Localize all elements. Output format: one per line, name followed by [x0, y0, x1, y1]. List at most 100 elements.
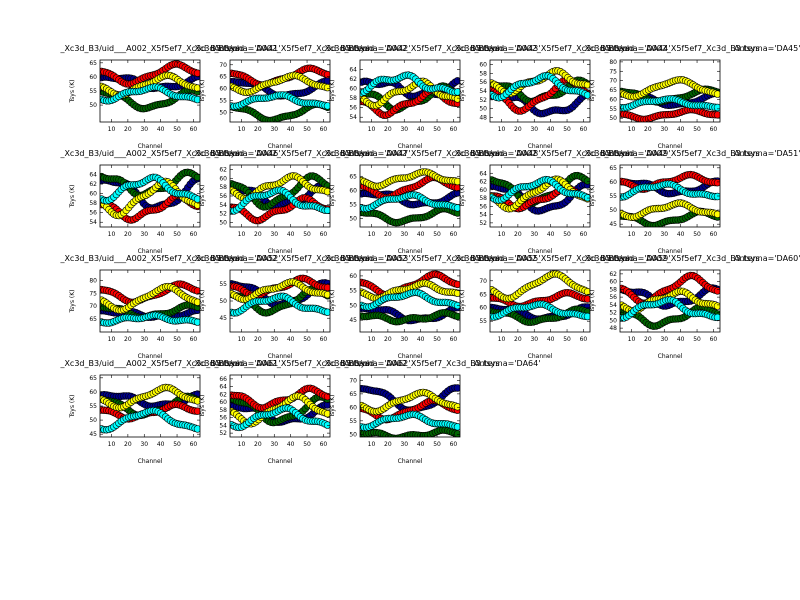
- y-tick-label: 75: [89, 290, 97, 297]
- y-tick-label: 70: [349, 377, 357, 384]
- data-point: [193, 407, 200, 415]
- x-tick-label: 40: [417, 231, 425, 238]
- x-tick-label: 10: [368, 126, 376, 133]
- y-tick-label: 52: [219, 430, 227, 437]
- subplot-6: _Xc3d_B3/uid___A002_X5f5ef7_Xc3d_B3.tsys…: [59, 149, 280, 255]
- data-points: [230, 64, 330, 122]
- x-tick-label: 40: [677, 126, 685, 133]
- data-point: [583, 295, 590, 303]
- y-tick-label: 58: [89, 200, 97, 207]
- y-axis-label: Tsys (K): [589, 80, 596, 104]
- y-tick-label: 58: [609, 286, 617, 293]
- x-axis-label: Channel: [398, 143, 423, 150]
- y-tick-label: 55: [349, 418, 357, 425]
- data-point: [323, 102, 330, 110]
- x-tick-label: 40: [677, 336, 685, 343]
- y-tick-label: 56: [609, 294, 617, 301]
- y-axis-label: Tsys (K): [329, 80, 336, 104]
- series-4: [230, 71, 330, 97]
- x-tick-label: 50: [563, 336, 571, 343]
- series-2: [360, 309, 460, 326]
- y-tick-label: 58: [219, 184, 227, 191]
- x-tick-label: 40: [677, 231, 685, 238]
- x-tick-label: 30: [660, 231, 668, 238]
- x-tick-label: 10: [108, 231, 116, 238]
- x-tick-label: 50: [173, 231, 181, 238]
- subplot-title: _Xc3d_B3/uid___A002_X5f5ef7_Xc3d_B3.tsys: [579, 44, 759, 53]
- x-tick-label: 20: [124, 441, 132, 448]
- series-5: [360, 410, 460, 432]
- data-point: [713, 210, 720, 218]
- y-tick-label: 50: [89, 102, 97, 109]
- data-point: [193, 397, 200, 405]
- x-tick-label: 10: [238, 231, 246, 238]
- data-points: [100, 383, 200, 434]
- data-point: [713, 179, 720, 187]
- subplot-title: _Xc3d_B3/uid___A002_X5f5ef7_Xc3d_B3.tsys: [449, 254, 629, 263]
- y-axis-label: Tsys (K): [69, 290, 76, 314]
- data-point: [323, 83, 330, 92]
- x-tick-label: 60: [190, 231, 198, 238]
- axes-frame: [489, 164, 591, 228]
- x-tick-label: 50: [173, 336, 181, 343]
- subplot-title: _Xc3d_B3/uid___A002_X5f5ef7_Xc3d_B3.tsys: [189, 359, 369, 368]
- x-tick-label: 50: [693, 231, 701, 238]
- series-5: [100, 173, 200, 205]
- subplot-7: _Xc3d_B3/uid___A002_X5f5ef7_Xc3d_B3.tsys…: [189, 149, 410, 255]
- x-tick-label: 60: [320, 336, 328, 343]
- x-tick-label: 20: [384, 336, 392, 343]
- x-tick-label: 60: [190, 336, 198, 343]
- y-axis-label: Tsys (K): [199, 80, 206, 104]
- x-tick-label: 50: [563, 231, 571, 238]
- x-axis-label: Channel: [268, 143, 293, 150]
- y-tick-label: 64: [89, 172, 97, 179]
- x-tick-label: 20: [254, 231, 262, 238]
- x-tick-label: 10: [368, 441, 376, 448]
- subplot-antenna-label: Antenna='DA49': [604, 149, 670, 158]
- data-point: [193, 318, 200, 326]
- y-axis-label: Tsys (K): [459, 290, 466, 314]
- data-point: [453, 289, 460, 297]
- x-tick-label: 40: [287, 336, 295, 343]
- x-tick-label: 40: [157, 231, 165, 238]
- y-tick-label: 54: [89, 219, 97, 226]
- y-tick-label: 60: [89, 74, 97, 81]
- x-tick-label: 40: [287, 441, 295, 448]
- x-tick-label: 30: [660, 126, 668, 133]
- data-point: [583, 312, 590, 321]
- y-tick-label: 50: [349, 216, 357, 223]
- data-point: [193, 84, 200, 92]
- data-point: [453, 384, 460, 392]
- y-tick-label: 50: [349, 431, 357, 438]
- y-tick-label: 60: [219, 175, 227, 182]
- data-points: [230, 172, 330, 225]
- subplot-antenna-label: Antenna='DA51': [734, 149, 800, 158]
- y-tick-label: 60: [479, 61, 487, 68]
- y-tick-label: 65: [349, 173, 357, 180]
- x-tick-label: 50: [303, 441, 311, 448]
- x-axis-label: Channel: [268, 458, 293, 465]
- y-axis-label: Tsys (K): [199, 290, 206, 314]
- series-5: [490, 300, 590, 321]
- y-tick-label: 62: [609, 271, 617, 278]
- x-tick-label: 60: [190, 441, 198, 448]
- subplot-antenna-label: Antenna='DA60': [734, 254, 800, 263]
- y-tick-label: 56: [479, 79, 487, 86]
- x-axis-label: Channel: [268, 353, 293, 360]
- y-tick-label: 54: [219, 422, 227, 429]
- subplot-title: _Xc3d_B3/uid___A002_X5f5ef7_Xc3d_B3.tsys: [59, 149, 239, 158]
- x-tick-label: 40: [547, 336, 555, 343]
- subplot-antenna-label: Antenna='DA61': [214, 359, 280, 368]
- x-tick-label: 20: [644, 231, 652, 238]
- y-tick-label: 60: [89, 191, 97, 198]
- y-tick-label: 80: [89, 277, 97, 284]
- y-tick-label: 54: [479, 212, 487, 219]
- subplot-title: _Xc3d_B3/uid___A002_X5f5ef7_Xc3d_B3.tsys: [319, 254, 499, 263]
- subplot-title: _Xc3d_B3/uid___A002_X5f5ef7_Xc3d_B3.tsys: [319, 149, 499, 158]
- y-tick-label: 55: [479, 318, 487, 325]
- x-axis-label: Channel: [138, 248, 163, 255]
- subplot-11: _Xc3d_B3/uid___A002_X5f5ef7_Xc3d_B3.tsys…: [59, 254, 280, 360]
- subplot-antenna-label: Antenna='DA48': [474, 149, 540, 158]
- x-axis-label: Channel: [528, 143, 553, 150]
- y-tick-label: 56: [219, 415, 227, 422]
